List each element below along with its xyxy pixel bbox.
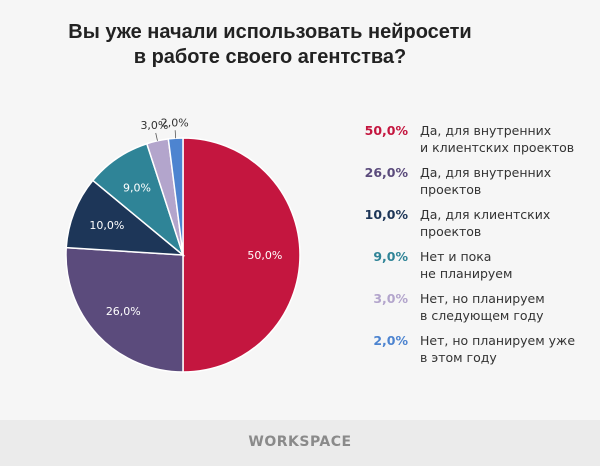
pie-slice (167, 137, 184, 256)
legend-label-line: Да, для внутренних (420, 123, 552, 138)
leader-line (174, 130, 177, 139)
legend-value: 3,0% (373, 291, 408, 306)
legend-label-line: Да, для клиентских (420, 207, 551, 222)
workspace-logo: WORKSPACE (248, 434, 352, 450)
legend-label-line: проектов (420, 182, 482, 197)
legend-label-line: Нет, но планируем (420, 291, 545, 306)
legend-value: 10,0% (364, 207, 408, 222)
title-line-1: Вы уже начали использовать нейросети (68, 21, 472, 43)
slice-label: 26,0% (106, 305, 141, 318)
slice-label: 9,0% (123, 181, 151, 194)
legend-item: 10,0% Да, для клиентских проектов (340, 206, 600, 248)
legend-label: Да, для клиентских проектов (420, 206, 600, 240)
pie-chart: 50,0% 26,0% 10,0% 9,0% 3,0%2,0% (65, 116, 301, 373)
legend-item: 3,0% Нет, но планируем в следующем году (340, 290, 600, 332)
footer: WORKSPACE (0, 420, 600, 466)
legend-label-line: не планируем (420, 266, 513, 281)
legend-label: Нет и пока не планируем (420, 248, 600, 282)
legend-label-line: Нет и пока (420, 249, 492, 264)
legend-item: 26,0% Да, для внутренних проектов (340, 164, 600, 206)
pie-slice (65, 246, 184, 373)
legend-value: 26,0% (364, 165, 408, 180)
legend-value: 9,0% (373, 249, 408, 264)
legend-label-line: в следующем году (420, 308, 544, 323)
title-line-2: в работе своего агентства? (133, 46, 407, 68)
legend-label-line: и клиентских проектов (420, 140, 575, 155)
slice-label: 2,0% (161, 116, 189, 129)
legend-label: Нет, но планируем в следующем году (420, 290, 600, 324)
legend-label: Да, для внутренних и клиентских проектов (420, 122, 600, 156)
legend-value: 50,0% (364, 123, 408, 138)
legend-label-line: проектов (420, 224, 482, 239)
pie-slice (65, 179, 186, 256)
legend-value: 2,0% (373, 333, 408, 348)
legend: 50,0% Да, для внутренних и клиентских про… (340, 122, 600, 374)
legend-label-line: Нет, но планируем уже (420, 333, 576, 348)
slice-label: 10,0% (89, 219, 124, 232)
legend-label: Нет, но планируем уже в этом году (420, 332, 600, 366)
leader-line (155, 132, 158, 141)
legend-item: 2,0% Нет, но планируем уже в этом году (340, 332, 600, 374)
legend-item: 9,0% Нет и пока не планируем (340, 248, 600, 290)
chart-title: Вы уже начали использовать нейросети в р… (60, 20, 480, 70)
slice-label: 3,0% (140, 119, 168, 132)
legend-item: 50,0% Да, для внутренних и клиентских про… (340, 122, 600, 164)
slice-label: 50,0% (247, 249, 282, 262)
legend-label-line: Да, для внутренних (420, 165, 552, 180)
pie-slice (182, 137, 301, 373)
legend-label-line: в этом году (420, 350, 497, 365)
legend-label: Да, для внутренних проектов (420, 164, 600, 198)
